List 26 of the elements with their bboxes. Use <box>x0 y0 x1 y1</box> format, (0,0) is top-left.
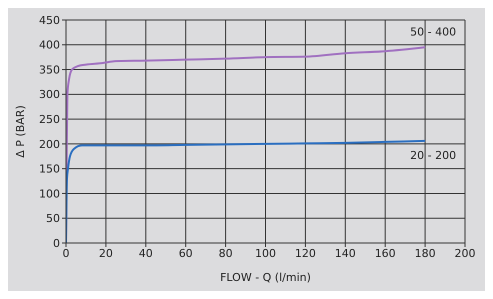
x-tick-label: 20 <box>98 246 113 260</box>
x-tick-label: 80 <box>218 246 233 260</box>
y-tick-label: 0 <box>53 236 60 250</box>
x-axis-title: FLOW - Q (l/min) <box>220 271 311 284</box>
x-tick-label: 40 <box>138 246 153 260</box>
x-tick-label: 100 <box>255 246 276 260</box>
series-label: 20 - 200 <box>410 148 456 162</box>
x-tick-label: 120 <box>294 246 316 260</box>
y-tick-label: 450 <box>39 14 60 27</box>
y-tick-label: 350 <box>39 63 60 76</box>
x-tick-label: 0 <box>62 246 70 260</box>
line-series <box>66 140 426 243</box>
x-tick-label: 200 <box>454 246 476 260</box>
y-tick-label: 200 <box>39 138 60 151</box>
x-tick-label: 60 <box>178 246 193 260</box>
y-tick-label: 250 <box>39 113 60 126</box>
x-tick-label: 180 <box>414 246 436 260</box>
y-tick-label: 150 <box>39 162 60 176</box>
x-tick-label: 160 <box>374 246 396 260</box>
y-tick-label: 100 <box>39 187 60 200</box>
y-axis-title: Δ P (BAR) <box>14 105 27 158</box>
y-tick-label: 300 <box>39 88 60 102</box>
series-label: 50 - 400 <box>410 25 456 38</box>
y-tick-label: 50 <box>46 212 60 226</box>
y-tick-label: 400 <box>39 38 60 52</box>
x-tick-label: 140 <box>334 246 356 260</box>
